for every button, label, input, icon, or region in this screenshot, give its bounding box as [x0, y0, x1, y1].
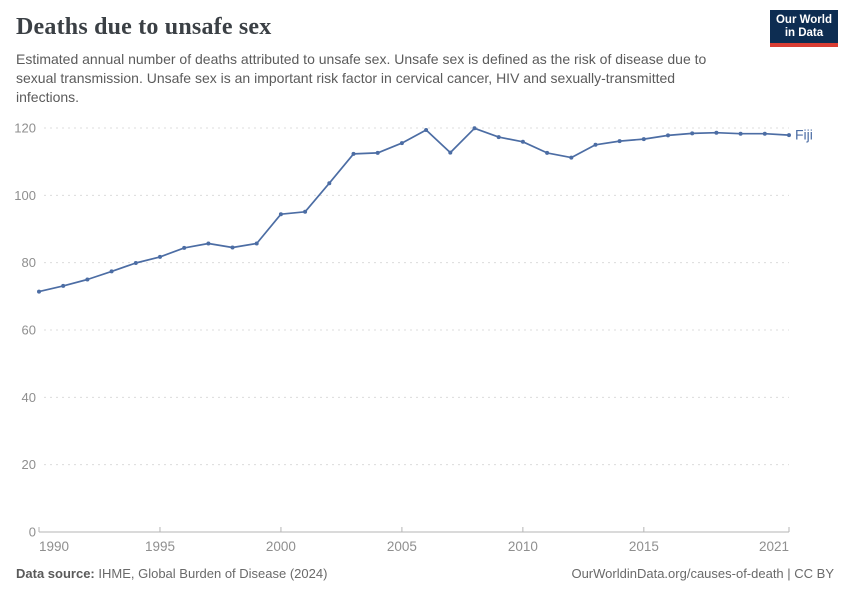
y-tick-label-40: 40: [22, 390, 36, 405]
data-point-2009[interactable]: [496, 135, 501, 140]
x-tick-label-1990: 1990: [39, 539, 69, 554]
data-point-2004[interactable]: [375, 150, 380, 155]
data-point-2020[interactable]: [762, 131, 767, 136]
data-point-2016[interactable]: [666, 133, 670, 138]
data-point-1991[interactable]: [61, 283, 66, 288]
series-label-fiji[interactable]: Fiji: [795, 127, 813, 143]
data-point-2013[interactable]: [593, 142, 598, 147]
owid-logo-line1: Our World: [775, 14, 832, 26]
page-title: Deaths due to unsafe sex: [16, 14, 272, 40]
x-tick-label-2005: 2005: [387, 539, 417, 554]
data-point-1999[interactable]: [254, 241, 259, 246]
series-line-fiji: [38, 127, 790, 293]
data-point-2001[interactable]: [303, 209, 308, 214]
x-tick-label-2000: 2000: [266, 539, 296, 554]
y-tick-label-20: 20: [22, 457, 36, 472]
data-point-2012[interactable]: [569, 155, 574, 160]
data-point-1998[interactable]: [230, 245, 235, 250]
data-source-text: IHME, Global Burden of Disease (2024): [98, 566, 328, 581]
y-tick-label-80: 80: [22, 255, 36, 270]
data-point-2021[interactable]: [787, 133, 791, 138]
data-point-1995[interactable]: [158, 254, 162, 259]
data-point-2007[interactable]: [448, 150, 453, 155]
x-tick-label-1995: 1995: [145, 539, 175, 554]
y-tick-label-100: 100: [14, 188, 36, 203]
owid-logo[interactable]: Our World in Data: [769, 10, 838, 47]
data-point-2005[interactable]: [399, 141, 404, 146]
y-tick-label-0: 0: [29, 525, 36, 540]
y-tick-label-120: 120: [14, 121, 36, 136]
data-point-2008[interactable]: [472, 126, 477, 131]
data-point-1996[interactable]: [182, 245, 187, 250]
data-point-2003[interactable]: [351, 151, 356, 156]
credit-link[interactable]: OurWorldinData.org/causes-of-death | CC …: [571, 566, 834, 581]
x-tick-label-2010: 2010: [508, 539, 538, 554]
data-point-1994[interactable]: [133, 261, 138, 265]
data-point-1990[interactable]: [37, 289, 41, 294]
chart-footer: Data source: IHME, Global Burden of Dise…: [0, 566, 850, 581]
data-source-label: Data source:: [16, 566, 95, 581]
data-point-1992[interactable]: [85, 277, 90, 282]
data-point-2017[interactable]: [690, 131, 695, 136]
chart-subtitle: Estimated annual number of deaths attrib…: [16, 51, 707, 105]
owid-logo-line2: in Data: [784, 27, 824, 39]
data-point-2000[interactable]: [278, 212, 283, 217]
data-point-2011[interactable]: [545, 150, 550, 155]
data-point-2010[interactable]: [520, 139, 525, 144]
data-point-1993[interactable]: [109, 269, 114, 274]
x-tick-label-2021: 2021: [759, 539, 789, 554]
data-point-2015[interactable]: [641, 137, 646, 142]
data-source: Data source: IHME, Global Burden of Dise…: [16, 566, 327, 581]
data-point-2019[interactable]: [738, 131, 743, 136]
data-point-1997[interactable]: [206, 241, 211, 246]
data-point-2006[interactable]: [424, 128, 429, 132]
data-point-2018[interactable]: [714, 130, 719, 135]
data-point-2014[interactable]: [617, 139, 622, 144]
data-point-2002[interactable]: [327, 181, 332, 186]
x-tick-label-2015: 2015: [629, 539, 659, 554]
y-tick-label-60: 60: [22, 323, 36, 338]
